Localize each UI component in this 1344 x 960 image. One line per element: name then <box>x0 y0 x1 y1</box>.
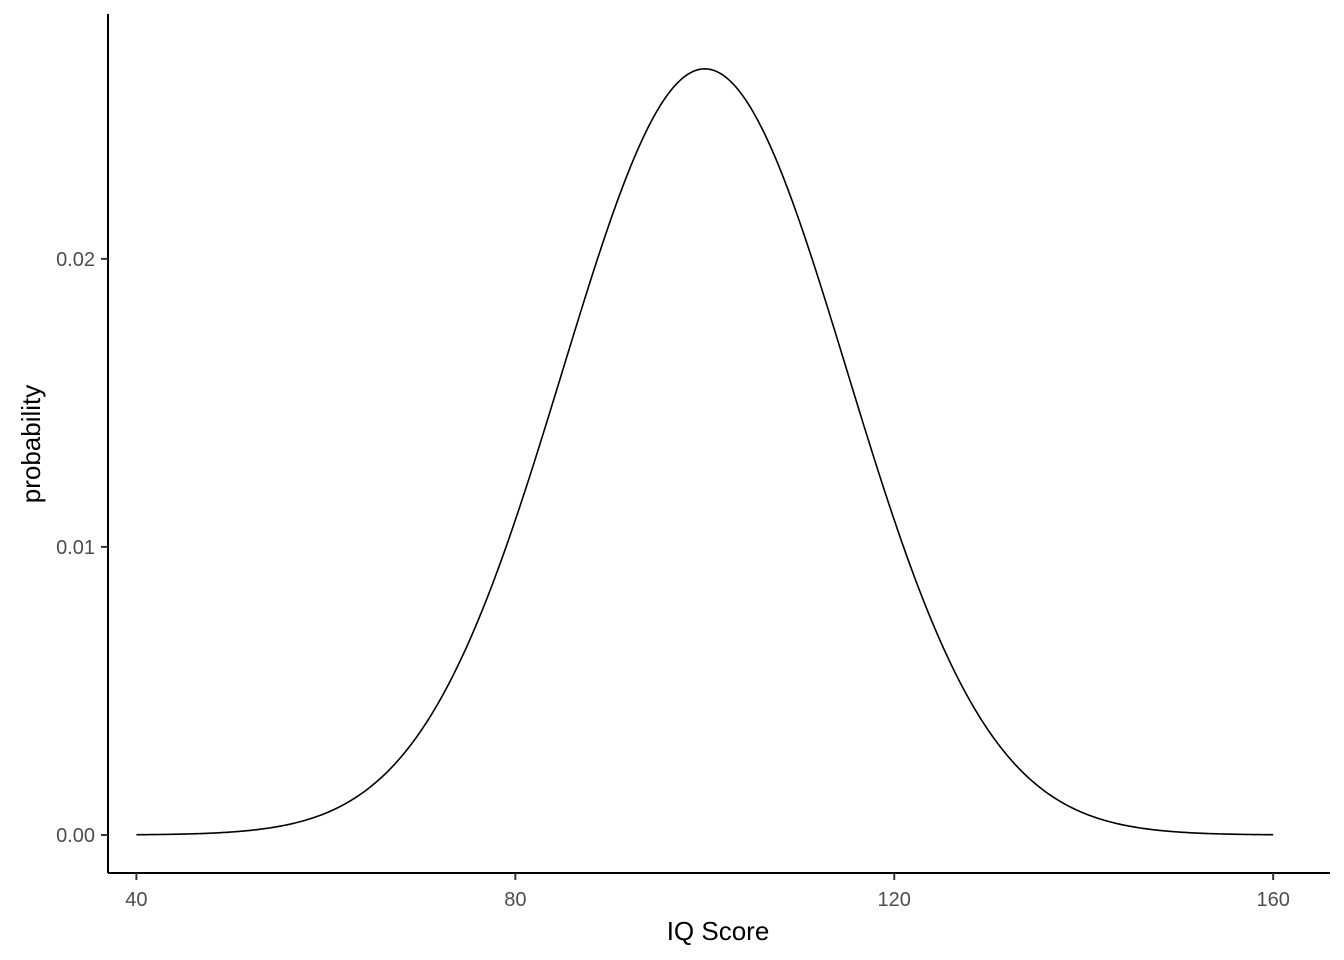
y-axis-title: probability <box>16 385 46 504</box>
x-tick-label: 80 <box>504 889 526 911</box>
x-axis-ticks: 40 80 120 160 <box>125 873 1290 911</box>
y-tick-label: 0.00 <box>56 825 95 847</box>
y-tick-label: 0.01 <box>56 537 95 559</box>
x-axis-title: IQ Score <box>667 916 770 946</box>
x-tick-label: 120 <box>878 889 911 911</box>
x-tick-label: 40 <box>125 889 147 911</box>
y-axis-ticks: 0.00 0.01 0.02 <box>56 249 108 847</box>
plot-area: 40 80 120 160 0.00 0.01 0.02 <box>56 14 1330 911</box>
density-curve <box>136 68 1274 836</box>
y-tick-label: 0.02 <box>56 249 95 271</box>
x-tick-label: 160 <box>1256 889 1289 911</box>
